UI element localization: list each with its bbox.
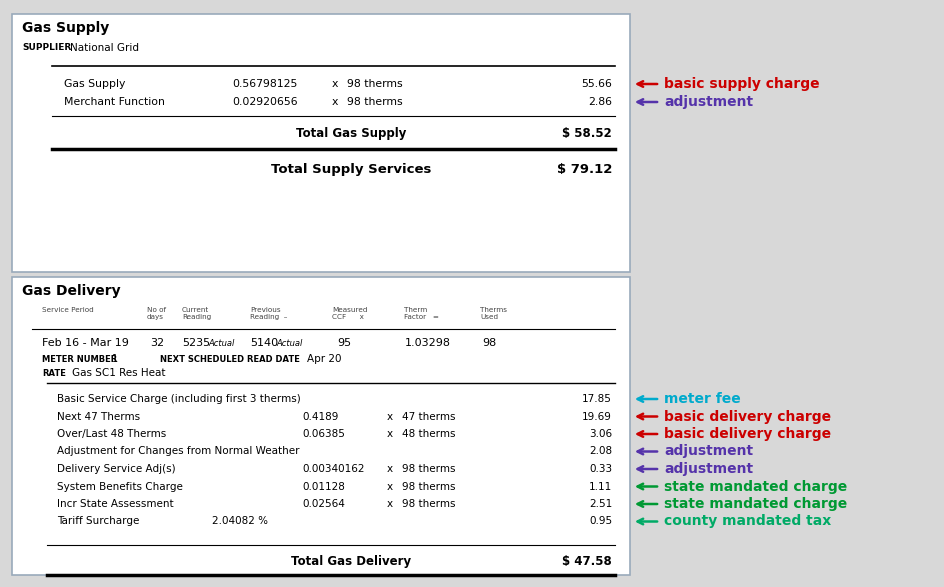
Text: x: x xyxy=(331,79,338,89)
Text: Total Gas Delivery: Total Gas Delivery xyxy=(291,555,411,568)
Text: SUPPLIER: SUPPLIER xyxy=(22,43,71,52)
Text: basic delivery charge: basic delivery charge xyxy=(664,427,830,441)
Text: Total Gas Supply: Total Gas Supply xyxy=(295,127,406,140)
Text: 0.02564: 0.02564 xyxy=(302,499,345,509)
Text: x: x xyxy=(331,97,338,107)
Text: 0.4189: 0.4189 xyxy=(302,411,338,421)
Text: Delivery Service Adj(s): Delivery Service Adj(s) xyxy=(57,464,176,474)
Text: x: x xyxy=(387,481,393,491)
Text: NEXT SCHEDULED READ DATE: NEXT SCHEDULED READ DATE xyxy=(160,355,299,363)
Text: System Benefits Charge: System Benefits Charge xyxy=(57,481,183,491)
Text: Gas Supply: Gas Supply xyxy=(22,21,110,35)
Text: 1.11: 1.11 xyxy=(588,481,612,491)
Text: 0.95: 0.95 xyxy=(588,517,612,527)
Text: Service Period: Service Period xyxy=(42,307,93,313)
Text: 2.08: 2.08 xyxy=(588,447,612,457)
Text: 0.00340162: 0.00340162 xyxy=(302,464,364,474)
Text: meter fee: meter fee xyxy=(664,392,740,406)
Text: 5140: 5140 xyxy=(250,338,278,348)
Bar xyxy=(12,277,630,575)
Text: 1: 1 xyxy=(112,354,118,364)
Text: Therm
Factor   =: Therm Factor = xyxy=(404,307,439,320)
Text: basic supply charge: basic supply charge xyxy=(664,77,818,91)
Text: Gas Delivery: Gas Delivery xyxy=(22,284,121,298)
Text: Incr State Assessment: Incr State Assessment xyxy=(57,499,174,509)
Text: $ 58.52: $ 58.52 xyxy=(562,127,612,140)
Text: 0.01128: 0.01128 xyxy=(302,481,345,491)
Text: Adjustment for Changes from Normal Weather: Adjustment for Changes from Normal Weath… xyxy=(57,447,299,457)
Text: Merchant Function: Merchant Function xyxy=(64,97,164,107)
Text: $ 79.12: $ 79.12 xyxy=(556,163,612,176)
Text: Actual: Actual xyxy=(276,339,302,348)
Text: adjustment: adjustment xyxy=(664,95,752,109)
Text: x: x xyxy=(387,411,393,421)
Text: Actual: Actual xyxy=(208,339,234,348)
Text: 32: 32 xyxy=(150,338,164,348)
Text: basic delivery charge: basic delivery charge xyxy=(664,410,830,423)
Text: 98 therms: 98 therms xyxy=(346,79,402,89)
Text: Tariff Surcharge: Tariff Surcharge xyxy=(57,517,139,527)
Text: No of
days: No of days xyxy=(147,307,166,320)
Text: Over/Last 48 Therms: Over/Last 48 Therms xyxy=(57,429,166,439)
Text: RATE: RATE xyxy=(42,369,66,377)
Text: 98: 98 xyxy=(481,338,496,348)
Text: 0.56798125: 0.56798125 xyxy=(232,79,297,89)
Text: Apr 20: Apr 20 xyxy=(307,354,341,364)
Text: 5235: 5235 xyxy=(182,338,210,348)
Text: 55.66: 55.66 xyxy=(581,79,612,89)
Text: state mandated charge: state mandated charge xyxy=(664,480,847,494)
Text: x: x xyxy=(387,464,393,474)
Text: Gas Supply: Gas Supply xyxy=(64,79,126,89)
Text: 1.03298: 1.03298 xyxy=(405,338,450,348)
Text: 98 therms: 98 therms xyxy=(346,97,402,107)
Text: National Grid: National Grid xyxy=(70,43,139,53)
Text: 48 therms: 48 therms xyxy=(401,429,455,439)
Text: Therms
Used: Therms Used xyxy=(480,307,507,320)
Text: adjustment: adjustment xyxy=(664,444,752,458)
Text: Next 47 Therms: Next 47 Therms xyxy=(57,411,140,421)
Text: Gas SC1 Res Heat: Gas SC1 Res Heat xyxy=(72,368,165,378)
Text: 17.85: 17.85 xyxy=(582,394,612,404)
Text: 95: 95 xyxy=(337,338,351,348)
Text: 2.51: 2.51 xyxy=(588,499,612,509)
Text: 2.86: 2.86 xyxy=(587,97,612,107)
Text: Feb 16 - Mar 19: Feb 16 - Mar 19 xyxy=(42,338,128,348)
Text: Total Supply Services: Total Supply Services xyxy=(271,163,430,176)
Text: adjustment: adjustment xyxy=(664,462,752,476)
Text: 0.06385: 0.06385 xyxy=(302,429,345,439)
Text: x: x xyxy=(387,429,393,439)
Text: 19.69: 19.69 xyxy=(582,411,612,421)
Text: 3.06: 3.06 xyxy=(588,429,612,439)
Text: county mandated tax: county mandated tax xyxy=(664,514,831,528)
Text: METER NUMBER: METER NUMBER xyxy=(42,355,117,363)
Text: 0.33: 0.33 xyxy=(588,464,612,474)
Text: 98 therms: 98 therms xyxy=(401,481,455,491)
Text: 2.04082 %: 2.04082 % xyxy=(211,517,268,527)
Text: 0.02920656: 0.02920656 xyxy=(232,97,297,107)
Text: x: x xyxy=(387,499,393,509)
Text: 47 therms: 47 therms xyxy=(401,411,455,421)
Text: Previous
Reading  –: Previous Reading – xyxy=(250,307,287,320)
Text: Basic Service Charge (including first 3 therms): Basic Service Charge (including first 3 … xyxy=(57,394,300,404)
Text: state mandated charge: state mandated charge xyxy=(664,497,847,511)
Bar xyxy=(12,14,630,272)
Text: $ 47.58: $ 47.58 xyxy=(562,555,612,568)
Text: 98 therms: 98 therms xyxy=(401,464,455,474)
Text: 98 therms: 98 therms xyxy=(401,499,455,509)
Text: Measured
CCF      x: Measured CCF x xyxy=(331,307,367,320)
Text: Current
Reading: Current Reading xyxy=(182,307,211,320)
